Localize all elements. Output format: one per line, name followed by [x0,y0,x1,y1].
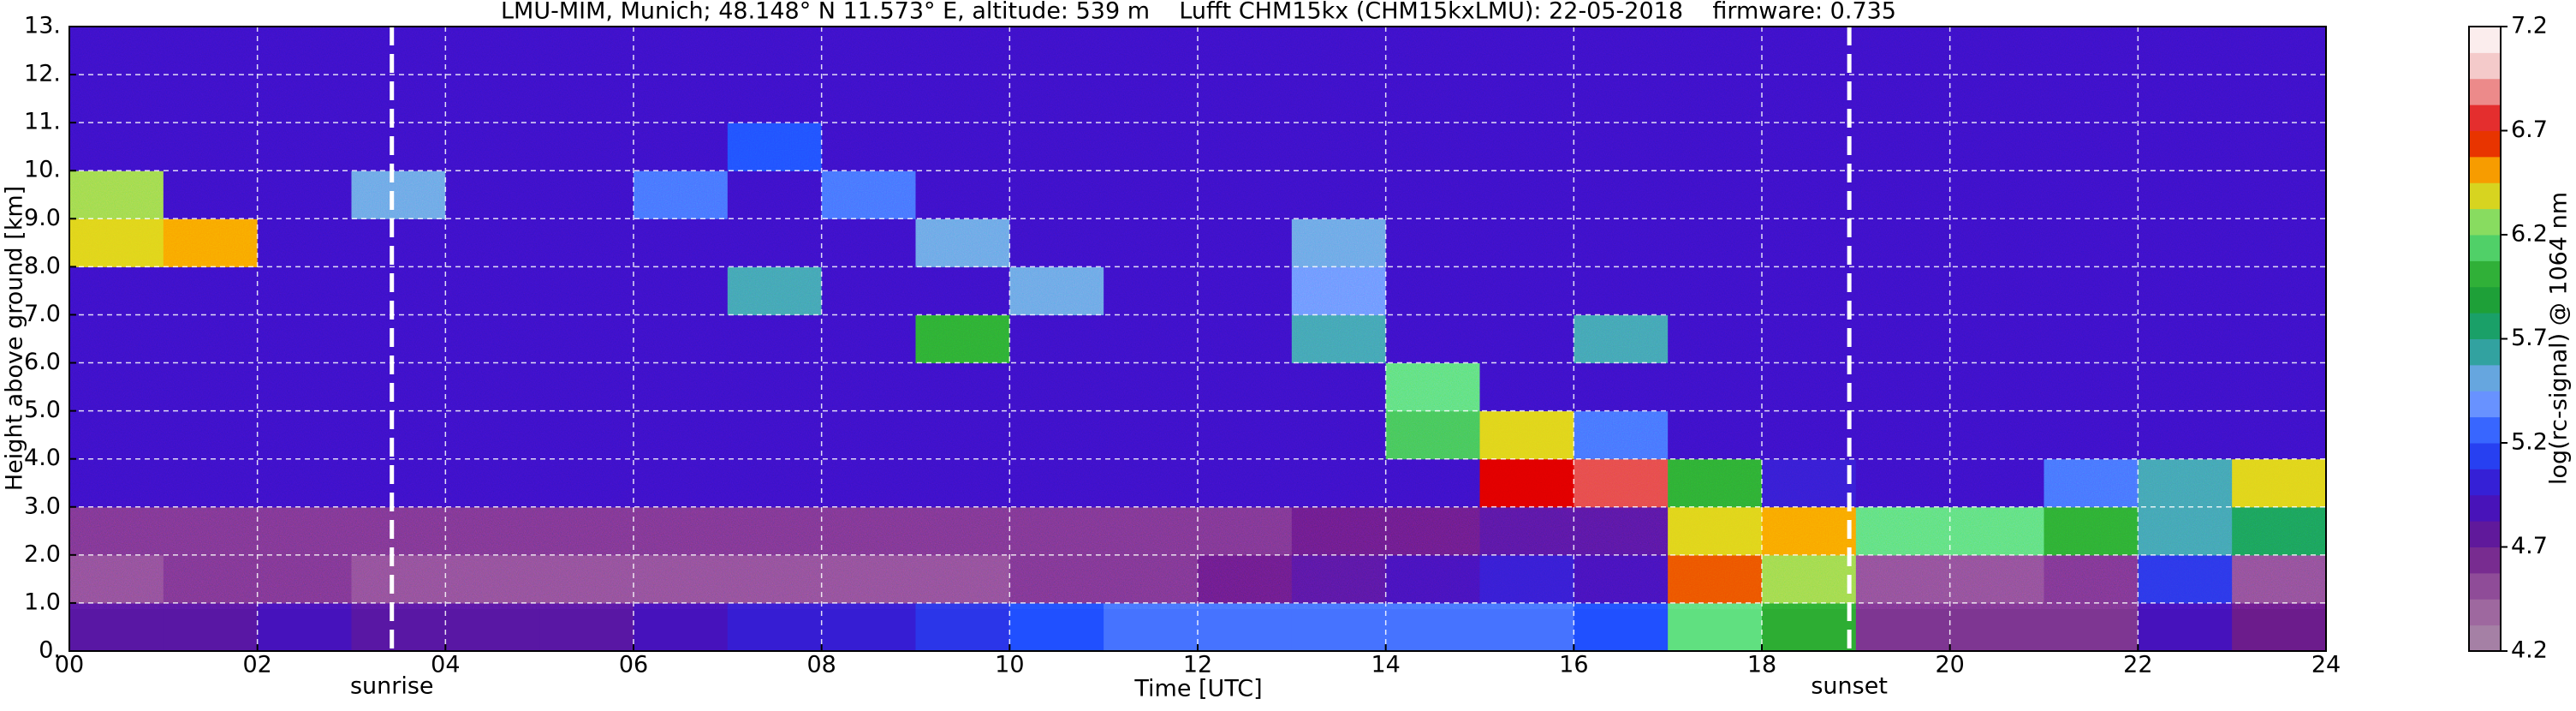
heatmap-cell [915,602,1010,652]
heatmap-cell [1479,602,1574,652]
colorbar-swatch [2469,105,2501,131]
colorbar-swatch [2469,52,2501,80]
colorbar-tick-label: 4.2 [2511,637,2548,664]
x-tick-label: 00 [55,652,84,678]
heatmap-cell [1855,602,1951,652]
colorbar-swatch [2469,547,2501,574]
annotation-label: sunrise [350,673,434,700]
colorbar-tick-label: 7.2 [2511,13,2548,39]
y-tick-label: 9.0 [24,205,61,231]
heatmap-cell [2138,602,2233,652]
colorbar-swatch [2469,469,2501,496]
colorbar-swatch [2469,416,2501,444]
heatmap-cell [2232,602,2327,652]
heatmap-cell [539,602,634,652]
colorbar-swatch [2469,182,2501,210]
heatmap-cell [1009,602,1104,652]
colorbar-swatch [2469,443,2501,469]
heatmap-cell [1385,602,1480,652]
colorbar-swatch [2469,599,2501,626]
heatmap-cell [1291,602,1387,652]
colorbar-swatch [2469,391,2501,418]
heatmap-cell [1198,602,1293,652]
y-tick-label: 1.0 [24,589,61,615]
x-tick-label: 14 [1371,652,1400,678]
x-tick-label: 04 [431,652,460,678]
colorbar-tick-label: 4.7 [2511,533,2548,559]
y-tick-label: 11. [24,109,61,135]
colorbar-swatch [2469,235,2501,261]
heatmap-cell [727,602,823,652]
colorbar-tick-label: 6.7 [2511,117,2548,143]
heatmap-cell [69,602,164,652]
heatmap-cell [163,602,259,652]
x-tick-label: 12 [1183,652,1212,678]
y-tick-label: 4.0 [24,445,61,471]
chart-title: LMU-MIM, Munich; 48.148° N 11.573° E, al… [501,0,1896,25]
colorbar-swatch [2469,338,2501,366]
colorbar-tick-label: 5.2 [2511,429,2548,456]
x-tick-label: 24 [2311,652,2341,678]
colorbar-swatch [2469,27,2501,53]
y-tick-label: 3.0 [24,493,61,519]
y-axis-label: Height above ground [km] [2,186,28,491]
heatmap-cell [2044,602,2139,652]
colorbar-tick-label: 6.2 [2511,221,2548,248]
y-tick-label: 12. [24,61,61,87]
heatmap-cell [1762,602,1857,652]
x-axis-label: Time [UTC] [1133,676,1262,702]
colorbar-tick-label: 5.7 [2511,325,2548,351]
colorbar-swatch [2469,364,2501,391]
heatmap-cell [445,602,540,652]
colorbar-swatch [2469,494,2501,522]
heatmap-cell [1104,602,1199,652]
y-tick-label: 13. [24,13,61,39]
y-tick-label: 5.0 [24,397,61,423]
colorbar-swatch [2469,286,2501,314]
x-tick-label: 18 [1747,652,1776,678]
x-tick-label: 02 [242,652,271,678]
y-tick-label: 6.0 [24,349,61,375]
heatmap-cell [634,602,729,652]
colorbar-swatch [2469,572,2501,600]
x-tick-label: 10 [995,652,1024,678]
annotation-label: sunset [1811,673,1888,700]
heatmap-cell [1949,602,2044,652]
y-tick-label: 0. [39,637,61,664]
colorbar-swatch [2469,78,2501,105]
colorbar-swatch [2469,313,2501,339]
colorbar-swatch [2469,208,2501,236]
colorbar-swatch [2469,521,2501,547]
x-tick-label: 16 [1559,652,1588,678]
y-tick-label: 8.0 [24,253,61,279]
colorbar-swatch [2469,260,2501,288]
heatmap-cell [1574,602,1669,652]
colorbar-swatch [2469,130,2501,158]
x-tick-label: 20 [1935,652,1964,678]
colorbar-swatch [2469,156,2501,183]
heatmap-cell [1668,602,1763,652]
colorbar-swatch [2469,624,2501,652]
x-tick-label: 06 [619,652,648,678]
heatmap-cell [821,602,916,652]
x-tick-label: 22 [2123,652,2152,678]
colorbar-label: log(rc-signal) @ 1064 nm [2546,192,2573,485]
y-tick-label: 2.0 [24,541,61,567]
heatmap-cell [351,602,446,652]
y-tick-label: 10. [24,157,61,183]
x-tick-label: 08 [806,652,836,678]
y-tick-label: 7.0 [24,301,61,327]
heatmap-cell [257,602,352,652]
